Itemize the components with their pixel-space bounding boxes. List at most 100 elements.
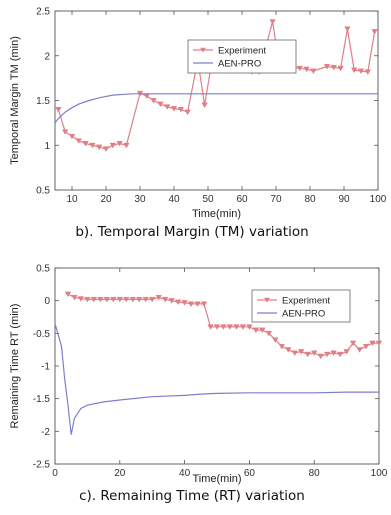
data-point bbox=[343, 349, 350, 355]
chart-2: 0 20 40 60 80 100 0.5 0 -0.5 -1 -1.5 -2 -2.5 Time(min… bbox=[9, 264, 388, 505]
data-point bbox=[136, 296, 143, 303]
data-point bbox=[201, 102, 208, 109]
data-point bbox=[194, 301, 201, 308]
data-point bbox=[344, 26, 351, 32]
data-point bbox=[84, 296, 91, 303]
data-point bbox=[181, 300, 188, 306]
series-line-2 bbox=[54, 93, 378, 124]
data-point bbox=[168, 298, 175, 304]
data-point bbox=[200, 301, 208, 308]
data-point bbox=[89, 142, 96, 149]
data-point bbox=[129, 296, 136, 303]
data-point bbox=[337, 65, 344, 72]
data-point bbox=[102, 146, 110, 152]
legend-label-2: AEN-PRO bbox=[218, 59, 261, 70]
y-tick-label: 2.5 bbox=[36, 7, 50, 18]
data-point bbox=[97, 296, 104, 303]
data-point bbox=[336, 351, 344, 358]
data-point bbox=[272, 337, 279, 343]
y-tick-label: -0.5 bbox=[33, 329, 51, 340]
data-point bbox=[95, 144, 103, 151]
y-tick-label: 1 bbox=[44, 141, 50, 152]
chart-1: 10 20 30 40 50 60 70 80 90 100 0.5 1 1.5 2 2.5 Time(min… bbox=[9, 7, 387, 241]
x-tick-label: 80 bbox=[304, 194, 316, 205]
data-point bbox=[142, 296, 149, 303]
data-point bbox=[71, 294, 78, 301]
y-tick-label: 1.5 bbox=[36, 96, 50, 107]
data-point bbox=[82, 141, 89, 147]
data-point bbox=[349, 340, 357, 347]
data-point bbox=[116, 296, 124, 303]
x-tick-label: 30 bbox=[134, 194, 146, 205]
data-point bbox=[75, 138, 83, 144]
x-axis-label: Time(min) bbox=[192, 473, 241, 485]
x-tick-label: 40 bbox=[168, 194, 180, 205]
y-tick-label: -1.5 bbox=[33, 394, 51, 405]
data-point bbox=[150, 98, 157, 104]
y-tick-label: 0.5 bbox=[36, 186, 50, 197]
x-tick-label: 70 bbox=[270, 194, 282, 205]
y-tick-label: -2.5 bbox=[33, 460, 51, 471]
data-point bbox=[163, 104, 171, 110]
data-point bbox=[170, 106, 178, 112]
x-tick-label: 100 bbox=[371, 468, 388, 479]
data-point bbox=[68, 133, 76, 140]
data-point bbox=[77, 296, 85, 302]
x-tick-label: 60 bbox=[244, 468, 256, 479]
data-point bbox=[269, 19, 276, 25]
data-point bbox=[330, 64, 338, 71]
legend-marker-1 bbox=[264, 297, 270, 303]
y-tick-label: 0.5 bbox=[36, 264, 50, 275]
data-point bbox=[184, 109, 191, 116]
data-point bbox=[123, 296, 130, 303]
x-tick-label: 20 bbox=[114, 468, 126, 479]
data-point bbox=[296, 65, 304, 72]
legend-marker-1 bbox=[200, 47, 206, 53]
data-point bbox=[233, 324, 240, 330]
data-point bbox=[116, 141, 123, 147]
data-point bbox=[369, 340, 376, 347]
y-tick-label: 0 bbox=[44, 296, 50, 307]
data-point bbox=[187, 301, 195, 308]
data-point bbox=[259, 327, 266, 334]
data-point bbox=[213, 324, 221, 330]
data-point bbox=[375, 340, 383, 347]
data-point bbox=[364, 69, 372, 75]
y-axis-label: Remaining Time RT (min) bbox=[9, 304, 21, 429]
data-point bbox=[285, 347, 292, 353]
legend: Experiment AEN-PRO bbox=[187, 39, 297, 74]
data-point bbox=[110, 296, 117, 303]
data-point bbox=[278, 343, 286, 350]
data-point bbox=[226, 324, 234, 330]
x-tick-label: 100 bbox=[370, 194, 387, 205]
data-point bbox=[148, 296, 156, 303]
data-point bbox=[103, 296, 111, 303]
data-point bbox=[317, 353, 324, 360]
data-point bbox=[303, 66, 310, 73]
legend: Experiment AEN-PRO bbox=[251, 289, 351, 323]
legend-box bbox=[251, 289, 351, 323]
plot-area bbox=[54, 10, 379, 191]
data-point bbox=[304, 351, 311, 358]
data-point bbox=[310, 350, 318, 357]
data-point bbox=[64, 291, 72, 298]
data-point bbox=[362, 343, 370, 350]
x-tick-label: 10 bbox=[66, 194, 78, 205]
data-point bbox=[310, 68, 317, 75]
figure-caption: c). Remaining Time (RT) variation bbox=[79, 488, 305, 504]
data-point bbox=[356, 347, 363, 353]
x-axis-label: Time(min) bbox=[192, 208, 241, 220]
data-point bbox=[157, 101, 164, 108]
data-point bbox=[161, 296, 169, 303]
data-point bbox=[252, 327, 260, 334]
legend-label-1: Experiment bbox=[218, 46, 266, 57]
series-line-2 bbox=[54, 323, 379, 435]
y-tick-label: -2 bbox=[41, 427, 50, 438]
data-point bbox=[207, 324, 214, 330]
y-axis-label: Temporal Margin TM (min) bbox=[9, 36, 21, 165]
y-tick-label: -1 bbox=[41, 362, 50, 373]
data-point bbox=[239, 324, 247, 330]
y-tick-label: 2 bbox=[44, 51, 50, 62]
x-tick-label: 50 bbox=[202, 194, 214, 205]
data-point bbox=[90, 296, 98, 303]
